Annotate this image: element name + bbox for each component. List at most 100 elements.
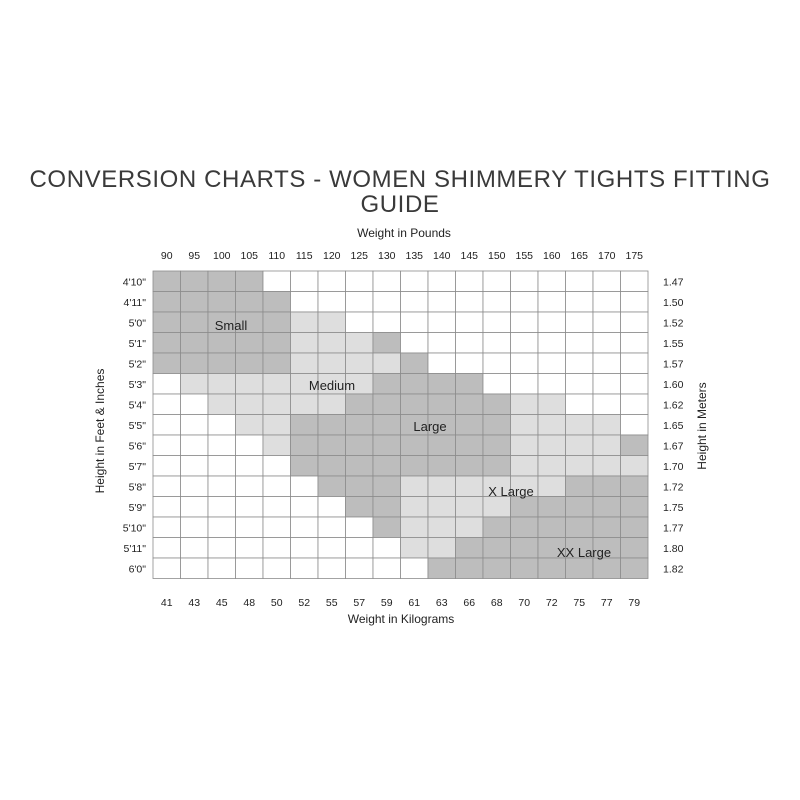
grid-cell <box>152 557 181 579</box>
grid-cell <box>510 291 539 313</box>
kilogram-tick: 59 <box>381 597 393 609</box>
height-m-tick: 1.82 <box>663 563 684 575</box>
grid-cell <box>152 475 181 497</box>
grid-cell <box>180 475 209 497</box>
grid-cell <box>180 352 209 374</box>
grid-cell <box>207 352 236 374</box>
grid-cell <box>290 516 319 538</box>
grid-cell <box>180 393 209 415</box>
grid-cell <box>317 516 346 538</box>
grid-cell <box>455 455 484 477</box>
pound-tick: 155 <box>515 250 533 262</box>
grid-cell <box>290 537 319 559</box>
grid-cell <box>537 332 566 354</box>
grid-cell <box>455 332 484 354</box>
kilogram-tick: 43 <box>188 597 200 609</box>
grid-cell <box>345 414 374 436</box>
grid-cell <box>317 291 346 313</box>
pound-tick: 160 <box>543 250 561 262</box>
grid-cell <box>482 537 511 559</box>
grid-cell <box>235 434 264 456</box>
grid-cell <box>565 270 594 292</box>
grid-cell <box>565 311 594 333</box>
height-m-tick: 1.55 <box>663 338 684 350</box>
grid-cell <box>427 332 456 354</box>
right-axis-label: Height in Meters <box>695 382 709 469</box>
grid-cell <box>482 393 511 415</box>
grid-cell <box>345 475 374 497</box>
height-ft-tick: 5'2" <box>129 358 147 370</box>
grid-cell <box>262 557 291 579</box>
axis-ticks: 90 95 100 105 110 115 120 125 130 135 140 145 150 155… <box>123 250 684 609</box>
grid-cell <box>620 414 649 436</box>
grid-cell <box>592 475 621 497</box>
grid-cell <box>592 496 621 518</box>
pound-tick: 115 <box>296 250 313 262</box>
grid-cell <box>620 393 649 415</box>
grid-cell <box>537 393 566 415</box>
grid-cell <box>482 291 511 313</box>
height-m-tick: 1.65 <box>663 420 684 432</box>
grid-cell <box>372 291 401 313</box>
height-m-tick: 1.67 <box>663 440 684 452</box>
grid-cell <box>372 270 401 292</box>
grid-cell <box>152 352 181 374</box>
grid-cell <box>620 557 649 579</box>
grid-cell <box>207 455 236 477</box>
grid-cell <box>152 332 181 354</box>
grid-cell <box>290 434 319 456</box>
grid-cell <box>372 537 401 559</box>
grid-cell <box>235 475 264 497</box>
grid-cell <box>620 270 649 292</box>
grid-cell <box>510 557 539 579</box>
grid-cell <box>592 373 621 395</box>
height-ft-tick: 5'10" <box>123 522 147 534</box>
size-label-small: Small <box>215 318 248 333</box>
grid-cell <box>290 455 319 477</box>
grid-cell <box>372 373 401 395</box>
height-ft-tick: 6'0" <box>129 563 147 575</box>
grid-cell <box>565 373 594 395</box>
grid-cell <box>317 557 346 579</box>
size-grid <box>152 270 649 579</box>
grid-cell <box>482 496 511 518</box>
kilogram-tick: 50 <box>271 597 283 609</box>
grid-cell <box>400 393 429 415</box>
grid-cell <box>207 434 236 456</box>
grid-cell <box>262 414 291 436</box>
grid-cell <box>207 516 236 538</box>
grid-cell <box>345 352 374 374</box>
grid-cell <box>510 352 539 374</box>
grid-cell <box>620 352 649 374</box>
grid-cell <box>345 434 374 456</box>
grid-cell <box>510 455 539 477</box>
grid-cell <box>290 270 319 292</box>
size-label-medium: Medium <box>309 378 355 393</box>
chart-title: CONVERSION CHARTS - WOMEN SHIMMERY TIGHT… <box>29 166 771 218</box>
grid-cell <box>427 352 456 374</box>
grid-cell <box>290 475 319 497</box>
grid-cell <box>152 516 181 538</box>
kilogram-tick: 55 <box>326 597 338 609</box>
height-m-tick: 1.80 <box>663 543 684 555</box>
size-label-xx-large: XX Large <box>557 545 611 560</box>
grid-cell <box>455 414 484 436</box>
grid-cell <box>262 393 291 415</box>
height-ft-tick: 5'4" <box>129 399 147 411</box>
pound-tick: 120 <box>323 250 341 262</box>
grid-cell <box>537 291 566 313</box>
pound-tick: 110 <box>268 250 285 262</box>
grid-cell <box>565 414 594 436</box>
grid-cell <box>620 332 649 354</box>
grid-cell <box>152 537 181 559</box>
grid-cell <box>592 557 621 579</box>
grid-cell <box>537 373 566 395</box>
grid-cell <box>427 373 456 395</box>
grid-cell <box>372 455 401 477</box>
grid-cell <box>620 373 649 395</box>
grid-cell <box>180 434 209 456</box>
grid-cell <box>592 311 621 333</box>
grid-cell <box>400 516 429 538</box>
grid-cell <box>592 352 621 374</box>
top-axis-label: Weight in Pounds <box>357 226 451 240</box>
